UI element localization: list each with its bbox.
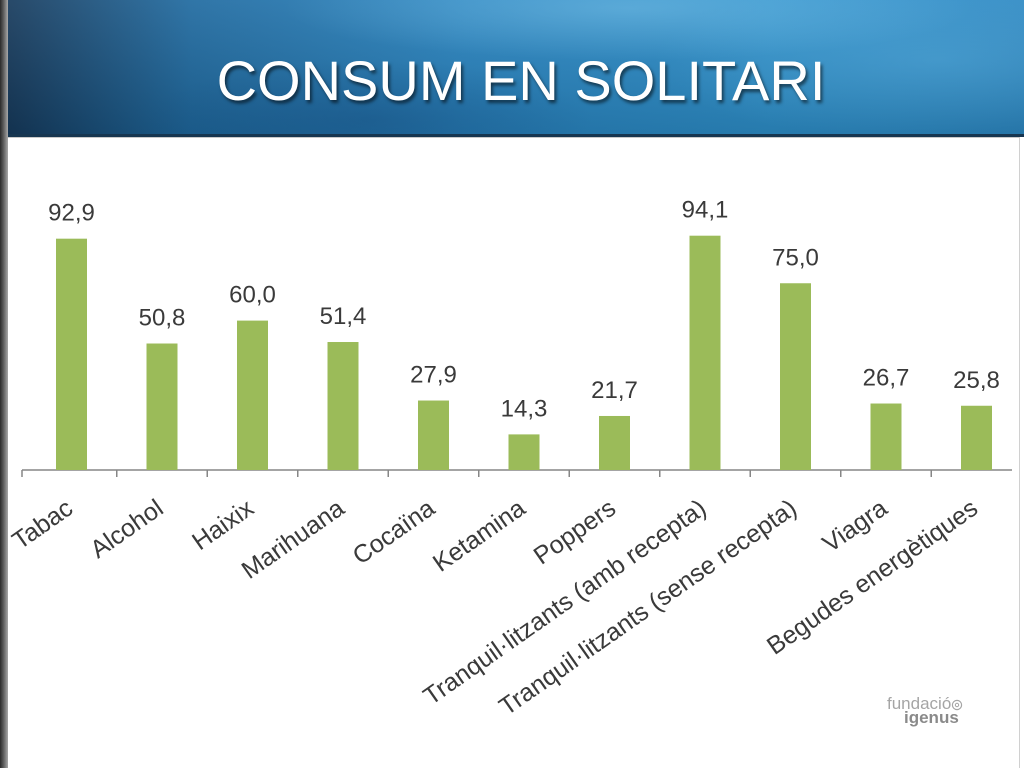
value-label-ketamina: 14,3 <box>501 395 548 422</box>
bar-poppers <box>599 415 630 470</box>
value-label-cocaina: 27,9 <box>410 362 457 389</box>
category-label-marihuana: Marihuana <box>237 494 350 585</box>
bar-ketamina <box>508 434 540 470</box>
x-axis <box>21 469 1012 477</box>
bar-alcohol <box>146 343 178 470</box>
logo-text-igenus: igenus <box>904 708 959 727</box>
value-label-viagra: 26,7 <box>863 365 910 392</box>
value-label-begudes-energetiques: 25,8 <box>953 367 1000 394</box>
bar-tranquil-litzants-sense-recepta <box>780 283 811 470</box>
value-label-marihuana: 51,4 <box>320 303 367 330</box>
ring-icon <box>951 699 963 711</box>
bar-haixix <box>237 320 268 470</box>
bar-tabac <box>56 238 87 470</box>
value-label-alcohol: 50,8 <box>139 305 186 332</box>
category-label-ketamina: Ketamina <box>428 494 531 578</box>
slide-left-edge <box>0 0 8 768</box>
category-label-cocaina: Cocaïna <box>348 494 440 570</box>
category-label-alcohol: Alcohol <box>85 494 168 564</box>
logo-text-fundacio: fundació <box>887 694 952 713</box>
bar-viagra <box>870 403 902 470</box>
slide-title: CONSUM EN SOLITARI <box>216 49 826 112</box>
bar-cocaina <box>418 400 449 470</box>
category-label-viagra: Viagra <box>818 494 893 558</box>
category-label-tabac: Tabac <box>7 494 78 555</box>
category-label-haixix: Haixix <box>187 494 259 556</box>
value-label-tabac: 92,9 <box>48 200 95 227</box>
value-label-tranquil-litzants-amb-recepta: 94,1 <box>682 197 729 224</box>
bars <box>56 235 992 470</box>
value-label-tranquil-litzants-sense-recepta: 75,0 <box>772 244 819 271</box>
bar-marihuana <box>327 342 359 470</box>
bar-begudes-energetiques <box>961 405 992 470</box>
category-labels: Tabac Alcohol HaixixMarihuanaCocaïnaKetami… <box>7 494 983 722</box>
value-label-poppers: 21,7 <box>591 377 638 404</box>
value-labels: 92,9 50,8 60,0 51,4 27,9 14,3 21,7 94,1 75,0 26,7… <box>48 197 1000 423</box>
value-label-haixix: 60,0 <box>229 282 276 309</box>
title-banner: CONSUM EN SOLITARI <box>8 0 1024 137</box>
bar-tranquil-litzants-amb-recepta <box>689 235 721 470</box>
